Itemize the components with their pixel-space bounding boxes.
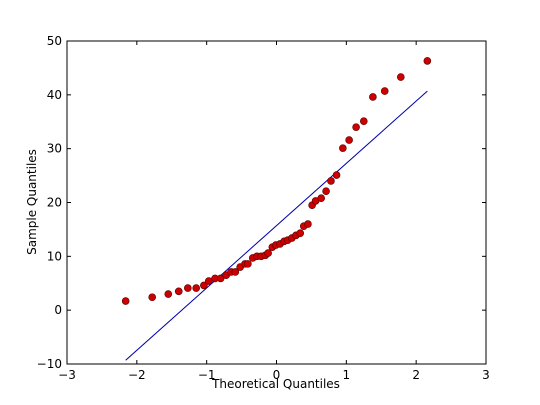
data-point [369, 93, 377, 101]
x-tick-label: −3 [58, 368, 76, 382]
data-point [121, 297, 130, 305]
x-tick-label: −2 [128, 368, 146, 382]
y-tick-label: −10 [37, 357, 62, 371]
data-point [317, 194, 325, 202]
data-point [244, 260, 252, 268]
data-point [264, 249, 272, 257]
data-point [359, 117, 368, 126]
data-point [380, 87, 389, 95]
y-tick-label: 40 [47, 88, 62, 102]
data-point [423, 57, 432, 65]
data-point [397, 73, 405, 81]
x-tick-label: 3 [482, 368, 490, 382]
data-point [184, 284, 192, 292]
x-axis-label: Theoretical Quantiles [211, 377, 340, 391]
data-point [204, 277, 213, 285]
data-point [322, 187, 330, 195]
data-point [216, 274, 225, 283]
y-tick-label: 50 [47, 34, 62, 48]
data-point [192, 284, 200, 292]
data-point [327, 177, 335, 185]
y-tick-label: 30 [47, 142, 62, 156]
y-tick-label: 20 [47, 196, 62, 210]
y-axis-label: Sample Quantiles [25, 149, 39, 255]
data-point [345, 136, 353, 144]
x-tick-label: 1 [343, 368, 351, 382]
x-tick-label: −1 [198, 368, 216, 382]
data-point [148, 293, 156, 302]
data-point [164, 290, 173, 298]
data-point [296, 229, 305, 237]
data-point [304, 220, 312, 228]
data-point [200, 281, 208, 290]
reference-line [125, 90, 428, 361]
y-tick-label: 0 [54, 303, 62, 317]
data-point [231, 268, 240, 276]
data-point [352, 123, 360, 131]
x-tick-label: 2 [412, 368, 420, 382]
data-point [339, 144, 347, 152]
x-tick-label: 0 [273, 368, 281, 382]
y-tick-label: 10 [47, 249, 62, 263]
data-point [332, 171, 341, 179]
data-point [174, 287, 183, 296]
